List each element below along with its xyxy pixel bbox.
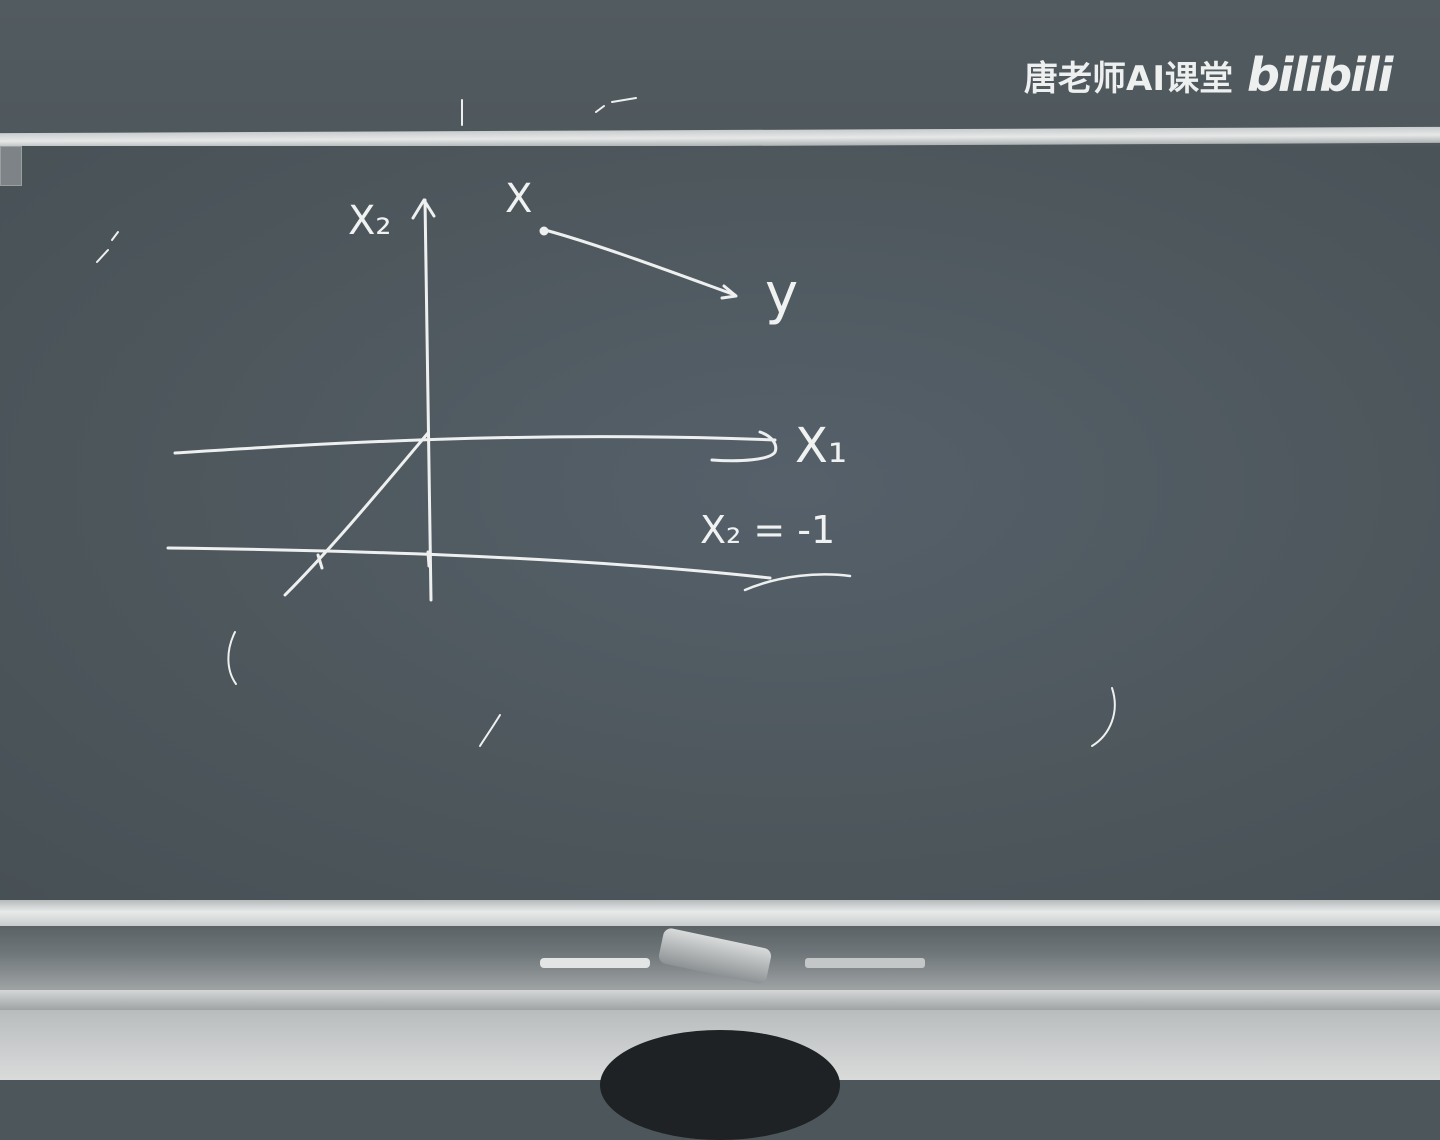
video-watermark: 唐老师AI课堂 bilibili — [1024, 48, 1393, 102]
chalk-drawing — [96, 97, 1116, 747]
bilibili-logo-icon: bilibili — [1246, 48, 1393, 102]
board-clip — [0, 146, 22, 186]
input-point-label: X — [505, 176, 533, 222]
vertical-axis — [423, 198, 433, 602]
chalk-mark — [1091, 687, 1116, 747]
chalk-stick — [540, 958, 650, 968]
audience-head — [600, 1030, 840, 1140]
line-curve-end — [743, 573, 852, 592]
channel-name: 唐老师AI课堂 — [1024, 58, 1233, 99]
horizontal-axis — [173, 435, 777, 455]
tick-mark — [426, 550, 431, 568]
output-label: y — [765, 262, 799, 327]
chalk-stick — [805, 958, 925, 968]
line-x2-minus-1 — [166, 546, 772, 580]
mapping-arrow-head — [720, 284, 738, 300]
mapping-arrow — [543, 228, 737, 297]
board-bottom-frame — [0, 900, 1440, 926]
chalk-mark — [479, 714, 501, 747]
line-label: X₂ = -1 — [700, 508, 836, 552]
chalk-mark — [96, 231, 119, 263]
horizontal-axis-label: X₁ — [795, 418, 848, 474]
vertical-axis-label: X₂ — [348, 198, 392, 244]
wall-above-board — [0, 0, 1440, 132]
tray-edge — [0, 990, 1440, 1010]
chalk-mark — [595, 97, 637, 113]
diagonal-line — [283, 431, 430, 597]
horizontal-axis-arrow — [710, 430, 778, 463]
start-point — [539, 226, 549, 236]
vertical-axis-arrow — [411, 198, 436, 220]
chalk-mark — [227, 631, 237, 685]
tick-mark — [316, 553, 324, 570]
chalkboard — [0, 146, 1440, 904]
